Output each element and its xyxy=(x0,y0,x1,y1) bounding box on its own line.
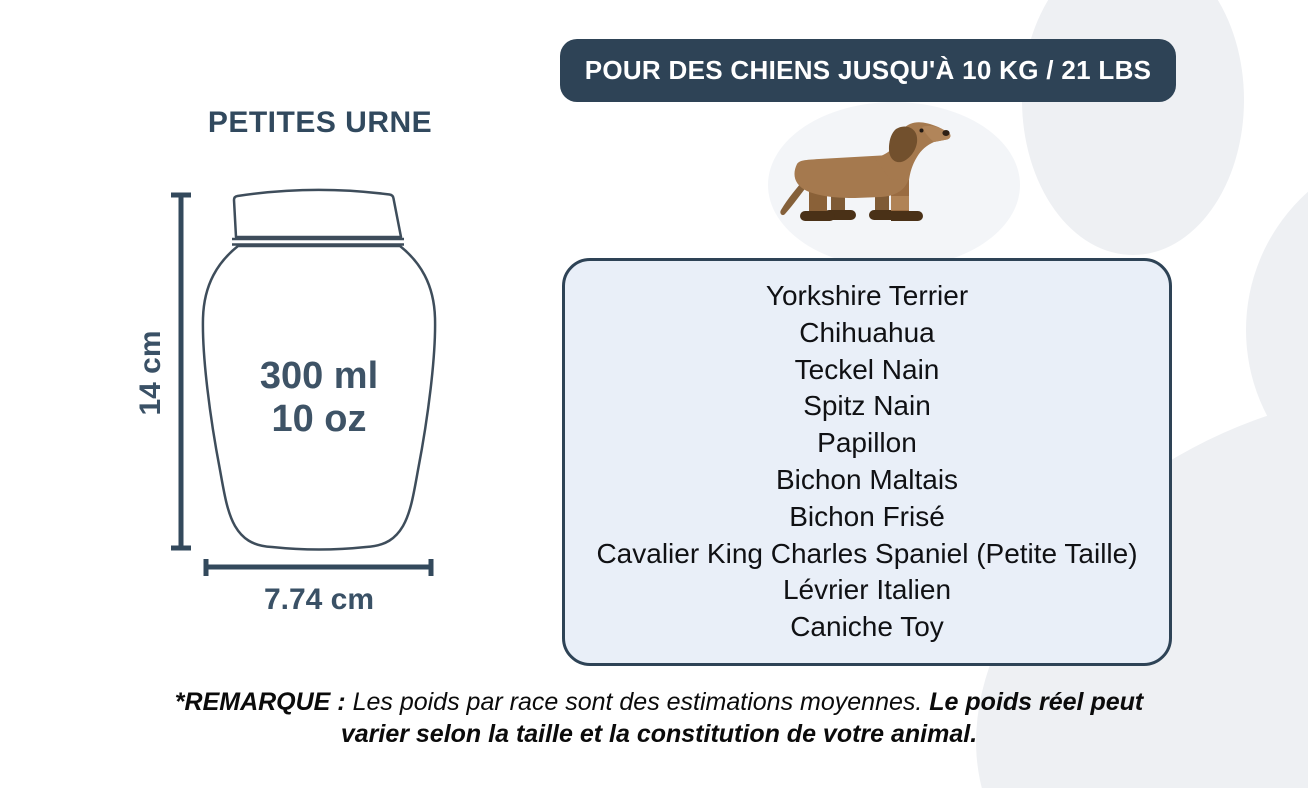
note-text: *REMARQUE : Les poids par race sont des … xyxy=(164,686,1154,750)
breed-list-item: Yorkshire Terrier xyxy=(765,280,969,312)
breed-list-item: Spitz Nain xyxy=(803,390,931,422)
breed-list-item: Bichon Frisé xyxy=(789,500,945,532)
urn-width-label: 7.74 cm xyxy=(263,583,375,616)
dog-nose xyxy=(942,130,950,136)
page-title: PETITES URNE xyxy=(207,106,433,139)
height-dimension-line xyxy=(171,192,191,551)
weight-capacity-badge: POUR DES CHIENS JUSQU'À 10 KG / 21 LBS xyxy=(560,39,1176,102)
width-dimension-line xyxy=(203,559,434,576)
breed-list-item: Caniche Toy xyxy=(790,611,944,643)
breed-list-box: Yorkshire Terrier Chihuahua Teckel Nain … xyxy=(562,258,1172,666)
breed-list-item: Chihuahua xyxy=(799,316,935,348)
note-prefix: *REMARQUE : xyxy=(174,688,346,716)
dachshund-illustration xyxy=(780,122,951,221)
breed-list-item: Teckel Nain xyxy=(794,353,940,385)
volume-imperial: 10 oz xyxy=(271,398,367,440)
urn-height-label: 14 cm xyxy=(134,330,167,416)
breed-list-item: Bichon Maltais xyxy=(775,464,959,495)
dog-eye xyxy=(919,128,924,133)
breed-list-item: Cavalier King Charles Spaniel (Petite Ta… xyxy=(596,537,1138,569)
note-emphasis: Le poids réel peut varier selon la taill… xyxy=(340,688,1144,748)
urn-volume-label: 300 ml 10 oz xyxy=(194,355,444,441)
note-body: Les poids par race sont des estimations … xyxy=(345,688,930,716)
breed-list-item: Papillon xyxy=(817,427,917,459)
volume-metric: 300 ml xyxy=(259,355,379,397)
urn-outline-illustration xyxy=(171,188,437,576)
weight-capacity-label: POUR DES CHIENS JUSQU'À 10 KG / 21 LBS xyxy=(584,55,1152,85)
breed-list-item: Lévrier Italien xyxy=(782,574,952,606)
